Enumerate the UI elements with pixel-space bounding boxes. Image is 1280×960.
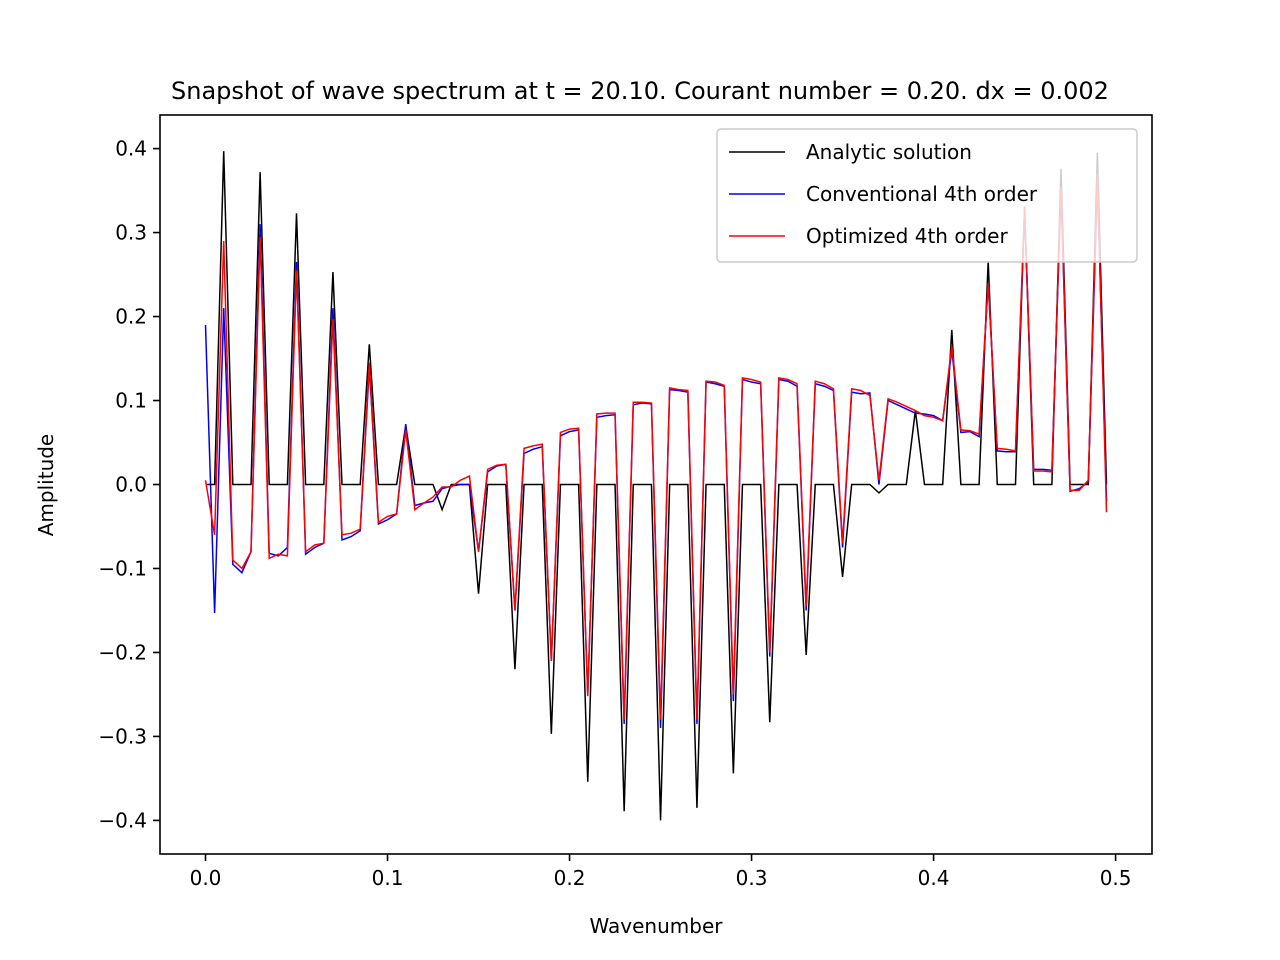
y-ticks: −0.4 −0.3 −0.2 −0.1 0.0 0.1 0.2 0.3 0.4 xyxy=(98,137,160,832)
series-layer xyxy=(204,151,1108,821)
y-tick-label: −0.1 xyxy=(98,556,147,580)
x-tick-label: 0.0 xyxy=(190,866,222,890)
y-axis-label: Amplitude xyxy=(34,434,58,537)
y-tick-label: 0.3 xyxy=(115,221,147,245)
y-tick-label: 0.4 xyxy=(115,137,147,161)
x-axis-label: Wavenumber xyxy=(590,914,724,938)
y-tick-label: 0.0 xyxy=(115,473,147,497)
series-line-2 xyxy=(204,173,1108,720)
chart-title: Snapshot of wave spectrum at t = 20.10. … xyxy=(171,77,1109,105)
x-tick-label: 0.2 xyxy=(554,866,586,890)
legend-label-0: Analytic solution xyxy=(806,140,972,164)
y-tick-label: 0.2 xyxy=(115,305,147,329)
x-tick-label: 0.4 xyxy=(918,866,950,890)
legend: Analytic solution Conventional 4th order O… xyxy=(716,128,1138,263)
legend-box xyxy=(716,128,1138,263)
y-tick-label: −0.3 xyxy=(98,724,147,748)
legend-label-1: Conventional 4th order xyxy=(806,182,1038,206)
series-line-0 xyxy=(205,151,1108,821)
legend-label-2: Optimized 4th order xyxy=(806,224,1008,248)
y-tick-label: 0.1 xyxy=(115,389,147,413)
x-tick-label: 0.1 xyxy=(372,866,404,890)
y-tick-label: −0.4 xyxy=(98,808,147,832)
legend-items: Analytic solution Conventional 4th order O… xyxy=(729,140,1038,248)
x-tick-label: 0.5 xyxy=(1100,866,1132,890)
y-tick-label: −0.2 xyxy=(98,640,147,664)
x-ticks: 0.0 0.1 0.2 0.3 0.4 0.5 xyxy=(190,854,1132,890)
x-tick-label: 0.3 xyxy=(736,866,768,890)
